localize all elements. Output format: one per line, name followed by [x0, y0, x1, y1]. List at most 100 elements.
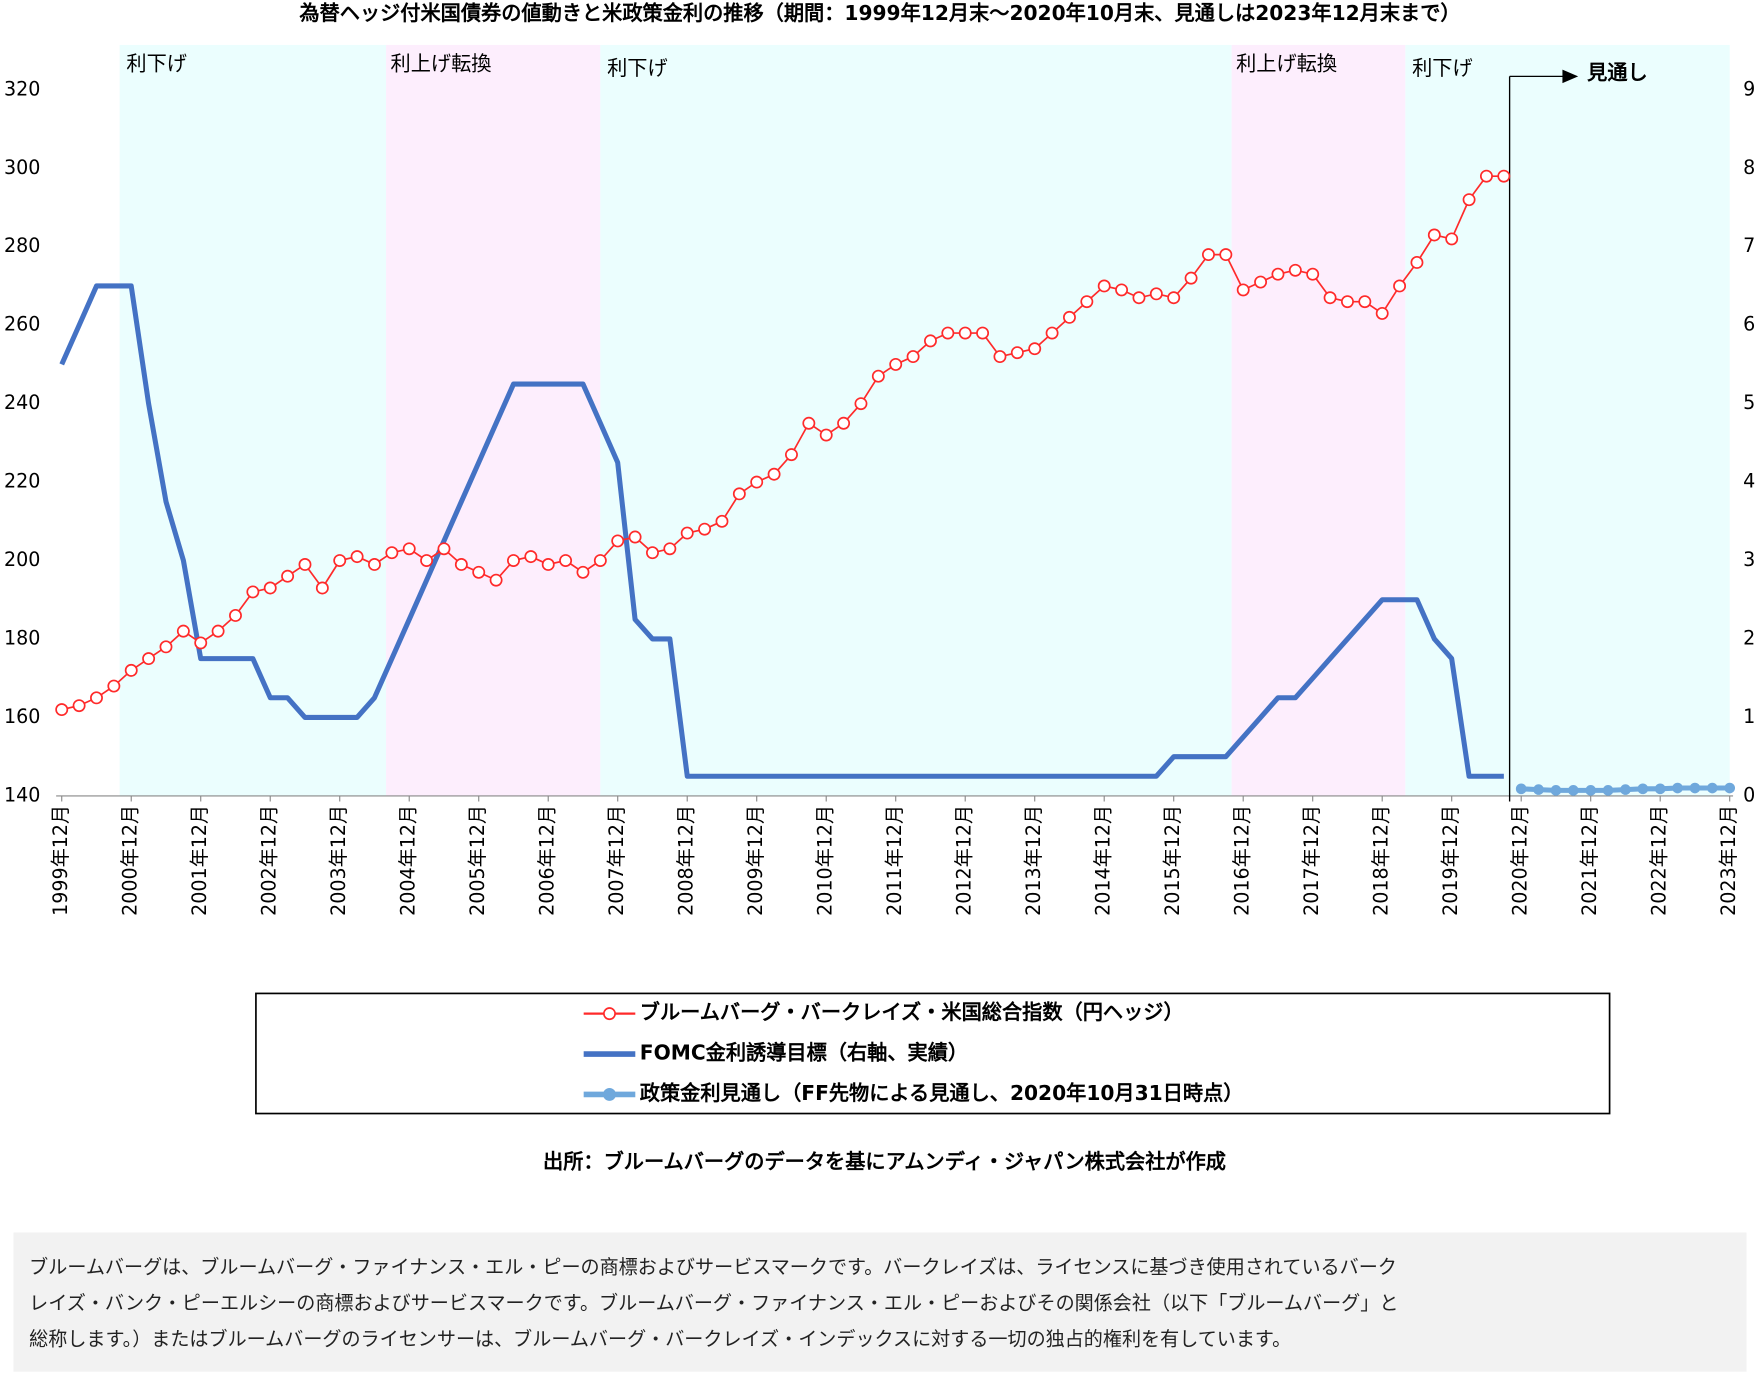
- legend-label: ブルームバーグ・バークレイズ・米国総合指数（円ヘッジ）: [640, 1000, 1184, 1024]
- x-tick-label: 2006年12月: [537, 805, 559, 916]
- y2-tick-label: 2: [1743, 627, 1755, 649]
- data-point: [1010, 346, 1024, 360]
- shaded-region: [1231, 44, 1406, 796]
- x-tick-label: 2000年12月: [120, 805, 142, 916]
- y-tick-label: 320: [4, 78, 40, 100]
- legend-label: 政策金利見通し（FF先物による見通し、2020年10月31日時点）: [640, 1081, 1244, 1105]
- x-tick-label: 2007年12月: [606, 805, 628, 916]
- data-point: [142, 652, 156, 666]
- x-tick-label: 2003年12月: [328, 805, 350, 916]
- data-point: [993, 350, 1007, 364]
- y-tick-label: 180: [4, 627, 40, 649]
- x-tick-label: 2022年12月: [1649, 805, 1671, 916]
- x-tick-label: 2012年12月: [954, 805, 976, 916]
- y2-tick-label: 1: [1743, 706, 1755, 728]
- footnote-box: [13, 1232, 1747, 1372]
- data-point: [559, 554, 573, 567]
- x-tick-label: 2016年12月: [1232, 805, 1254, 916]
- data-point: [906, 350, 920, 364]
- data-point: [750, 475, 764, 489]
- footnote-line: ブルームバーグは、ブルームバーグ・ファイナンス・エル・ピーの商標およびサービスマ…: [29, 1255, 1397, 1278]
- data-point: [72, 699, 86, 713]
- data-point: [350, 550, 364, 564]
- data-point: [1306, 267, 1320, 281]
- data-point: [593, 554, 607, 567]
- y-tick-label: 220: [4, 471, 40, 493]
- data-point: [420, 554, 434, 567]
- data-point: [1724, 782, 1736, 794]
- y2-tick-label: 3: [1743, 549, 1755, 571]
- x-tick-label: 2017年12月: [1301, 805, 1323, 916]
- data-point: [1462, 193, 1476, 207]
- data-point: [1028, 342, 1042, 356]
- x-tick-label: 2008年12月: [676, 805, 698, 916]
- x-tick-label: 2002年12月: [259, 805, 281, 916]
- region-label: 利上げ転換: [1236, 52, 1337, 76]
- region-label: 利下げ: [1412, 56, 1473, 80]
- data-point: [1620, 784, 1631, 795]
- data-point: [385, 546, 399, 560]
- data-point: [472, 565, 486, 579]
- data-point: [1427, 228, 1441, 242]
- x-tick-label: 2013年12月: [1023, 805, 1045, 916]
- data-point: [680, 526, 694, 540]
- data-point: [611, 534, 625, 548]
- data-point: [1080, 295, 1094, 309]
- data-point: [1288, 263, 1302, 277]
- data-point: [1115, 283, 1129, 297]
- shaded-region: [119, 44, 387, 796]
- data-point: [229, 608, 242, 622]
- y-tick-label: 160: [4, 706, 40, 728]
- data-point: [1132, 291, 1146, 305]
- y-tick-label: 300: [4, 157, 40, 179]
- data-point: [1672, 782, 1683, 794]
- y2-tick-label: 8: [1743, 157, 1755, 179]
- source: 出所：ブルームバーグのデータを基にアムンディ・ジャパン株式会社が作成: [543, 1149, 1226, 1173]
- x-tick-label: 2019年12月: [1440, 805, 1462, 916]
- legend-marker: [603, 1007, 616, 1021]
- y2-tick-label: 6: [1743, 314, 1755, 336]
- data-point: [1497, 169, 1511, 183]
- data-point: [871, 369, 885, 383]
- series-line: [59, 283, 1504, 779]
- data-point: [576, 565, 590, 579]
- data-point: [837, 416, 851, 430]
- y-tick-label: 280: [4, 235, 40, 257]
- footnote-line: レイズ・バンク・ピーエルシーの商標およびサービスマークです。ブルームバーグ・ファ…: [29, 1291, 1398, 1314]
- data-point: [402, 542, 416, 556]
- data-point: [1479, 169, 1493, 183]
- data-point: [159, 640, 173, 654]
- data-point: [124, 663, 138, 677]
- x-tick-label: 2001年12月: [189, 805, 211, 916]
- data-point: [507, 554, 520, 567]
- x-tick-label: 2020年12月: [1510, 805, 1532, 916]
- data-point: [1637, 783, 1649, 795]
- x-tick-label: 2018年12月: [1371, 805, 1393, 916]
- data-point: [454, 558, 468, 571]
- y-tick-label: 240: [4, 392, 40, 414]
- y2-tick-label: 7: [1743, 235, 1755, 257]
- shaded-region: [600, 44, 1232, 796]
- data-point: [1550, 785, 1562, 796]
- data-point: [194, 636, 208, 650]
- data-point: [785, 448, 798, 462]
- data-point: [541, 558, 555, 571]
- data-point: [889, 357, 903, 371]
- data-point: [281, 569, 295, 583]
- x-tick-label: 2010年12月: [815, 805, 837, 916]
- data-point: [1567, 785, 1579, 796]
- region-label: 利下げ: [607, 56, 668, 80]
- x-tick-label: 2021年12月: [1579, 805, 1601, 916]
- x-tick-label: 2005年12月: [467, 805, 489, 916]
- data-point: [1340, 295, 1354, 309]
- data-point: [368, 558, 381, 571]
- data-point: [1202, 248, 1215, 262]
- data-point: [628, 530, 642, 544]
- shaded-region: [1405, 44, 1730, 796]
- y2-tick-label: 0: [1743, 784, 1755, 806]
- x-tick-label: 2015年12月: [1162, 805, 1184, 916]
- data-point: [976, 326, 990, 340]
- data-point: [1689, 782, 1701, 794]
- data-point: [1410, 255, 1424, 269]
